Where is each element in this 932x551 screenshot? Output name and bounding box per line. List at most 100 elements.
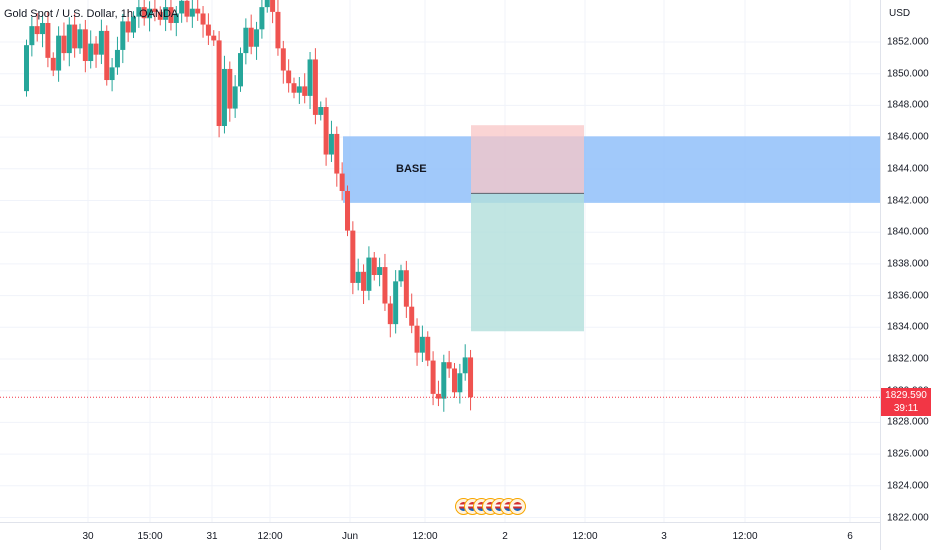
stop-loss-zone bbox=[471, 125, 584, 194]
candle-body bbox=[387, 303, 393, 325]
candle-body bbox=[366, 257, 372, 291]
candle-body bbox=[312, 59, 318, 115]
candle-body bbox=[216, 40, 222, 127]
candle-body bbox=[393, 281, 399, 325]
price-tick-label: 1826.000 bbox=[887, 448, 929, 460]
candle-body bbox=[109, 67, 115, 81]
candle-body bbox=[221, 68, 227, 127]
candle-body bbox=[88, 43, 94, 62]
us-flag-icon[interactable] bbox=[509, 498, 526, 515]
time-tick-label: 12:00 bbox=[732, 531, 758, 542]
candle-body bbox=[382, 267, 388, 304]
candle-body bbox=[114, 49, 120, 68]
candle-body bbox=[200, 13, 206, 25]
candle-body bbox=[61, 35, 67, 54]
candle-body bbox=[98, 30, 104, 55]
candle-body bbox=[371, 257, 377, 275]
candle-body bbox=[318, 106, 324, 115]
time-tick-label: Jun bbox=[341, 531, 359, 542]
candle-body bbox=[238, 53, 243, 87]
candle-body bbox=[184, 0, 190, 17]
price-tick-label: 1852.000 bbox=[887, 36, 929, 48]
candle-body bbox=[286, 70, 292, 84]
candle-body bbox=[435, 393, 441, 399]
price-tick-label: 1832.000 bbox=[887, 353, 929, 365]
time-tick-label: 6 bbox=[847, 531, 853, 542]
candle-body bbox=[120, 21, 126, 50]
candle-body bbox=[93, 43, 99, 55]
candle-body bbox=[430, 360, 436, 394]
candle-body bbox=[77, 29, 83, 49]
candle-body bbox=[243, 27, 249, 54]
price-tick-label: 1834.000 bbox=[887, 321, 929, 333]
candle-body bbox=[72, 24, 78, 49]
time-scale[interactable]: 30 15:00 31 12:00 Jun 12:00 2 12:00 3 12:00 6 bbox=[0, 522, 880, 551]
candle-body bbox=[136, 7, 142, 17]
chart-pane[interactable]: Gold Spot / U.S. Dollar, 1h, OANDA BASE bbox=[0, 0, 880, 522]
last-price-tag: 1829.590 39:11 bbox=[881, 388, 931, 417]
candle-body bbox=[302, 86, 308, 96]
candle-body bbox=[147, 8, 153, 19]
price-tick-label: 1824.000 bbox=[887, 480, 929, 492]
candle-body bbox=[66, 24, 72, 54]
price-tick-label: 1850.000 bbox=[887, 68, 929, 80]
candle-body bbox=[131, 16, 136, 33]
candle-body bbox=[323, 106, 329, 155]
candle-body bbox=[419, 336, 425, 353]
candle-body bbox=[125, 21, 131, 33]
candle-body bbox=[189, 8, 195, 17]
candle-body bbox=[457, 373, 463, 393]
candle-body bbox=[307, 59, 313, 96]
candle-body bbox=[264, 0, 270, 8]
candle-body bbox=[345, 190, 350, 231]
price-tick-label: 1840.000 bbox=[887, 226, 929, 238]
candle-body bbox=[398, 270, 404, 282]
price-scale[interactable]: USD 1852.000 1850.000 1848.000 1846.000 1844… bbox=[880, 0, 932, 550]
time-tick-label: 12:00 bbox=[412, 531, 438, 542]
candle-body bbox=[441, 362, 447, 399]
candle-body bbox=[173, 13, 179, 23]
last-price-value: 1829.590 bbox=[885, 390, 927, 402]
candle-body bbox=[195, 8, 201, 14]
candle-body bbox=[403, 270, 409, 307]
candle-body bbox=[409, 306, 415, 326]
candle-body bbox=[248, 27, 254, 47]
price-tick-label: 1844.000 bbox=[887, 163, 929, 175]
currency-label: USD bbox=[889, 8, 911, 19]
candle-body bbox=[350, 230, 356, 283]
candle-body bbox=[254, 29, 260, 47]
candlestick-chart[interactable] bbox=[0, 0, 880, 522]
take-profit-zone bbox=[471, 193, 584, 332]
candle-body bbox=[361, 271, 367, 291]
time-tick-label: 12:00 bbox=[257, 531, 283, 542]
candle-body bbox=[168, 7, 174, 23]
candle-body bbox=[205, 24, 211, 36]
candle-body bbox=[270, 0, 276, 12]
candle-body bbox=[163, 7, 169, 20]
candle-body bbox=[227, 68, 233, 109]
time-tick-label: 2 bbox=[502, 531, 508, 542]
candle-body bbox=[296, 86, 302, 93]
candle-body bbox=[232, 86, 238, 109]
candle-body bbox=[452, 368, 457, 393]
price-tick-label: 1828.000 bbox=[887, 416, 929, 428]
symbol-title[interactable]: Gold Spot / U.S. Dollar, 1h, OANDA bbox=[4, 8, 179, 20]
price-tick-label: 1822.000 bbox=[887, 512, 929, 523]
candle-body bbox=[468, 357, 474, 398]
time-tick-label: 3 bbox=[661, 531, 667, 542]
candle-body bbox=[152, 8, 158, 12]
candle-body bbox=[259, 7, 265, 30]
candle-body bbox=[462, 357, 468, 374]
price-tick-label: 1846.000 bbox=[887, 131, 929, 143]
candle-body bbox=[34, 26, 40, 35]
candle-body bbox=[211, 35, 217, 41]
candle-body bbox=[104, 30, 110, 81]
time-tick-label: 15:00 bbox=[137, 531, 163, 542]
candle-body bbox=[275, 11, 281, 49]
candle-body bbox=[141, 7, 147, 19]
candle-body bbox=[45, 22, 51, 58]
candle-body bbox=[280, 48, 286, 71]
candle-body bbox=[339, 173, 345, 191]
time-tick-label: 31 bbox=[206, 531, 218, 542]
candle-body bbox=[24, 45, 29, 92]
